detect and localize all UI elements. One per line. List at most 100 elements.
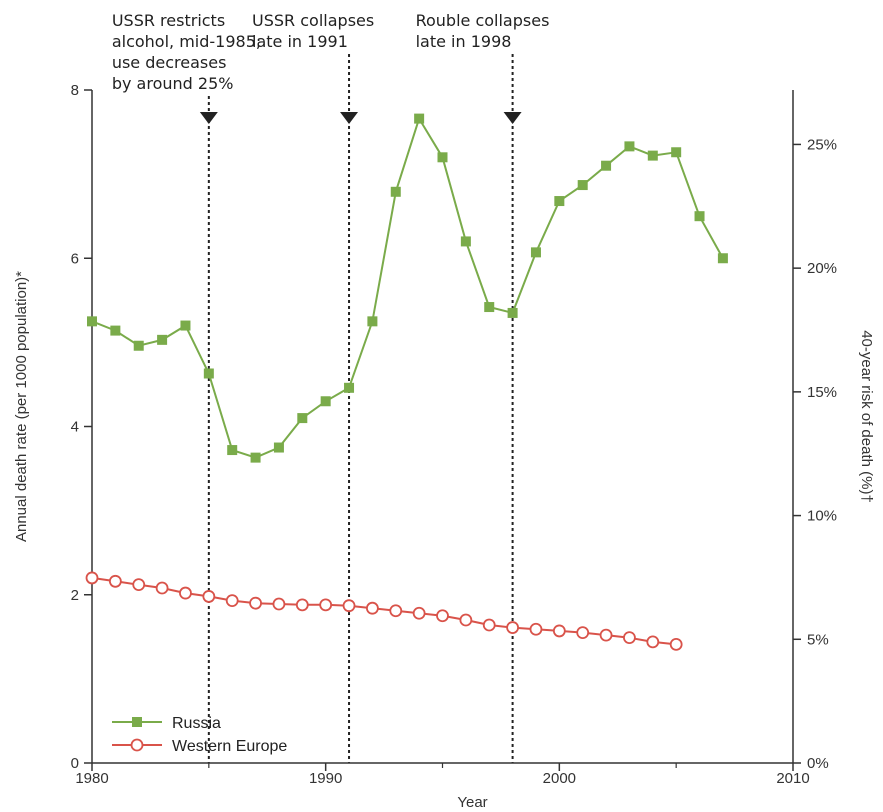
data-point: [484, 302, 495, 313]
annotation-line: by around 25%: [112, 74, 234, 93]
data-point: [342, 599, 356, 613]
y-axis-title: Annual death rate (per 1000 population)*: [13, 271, 30, 542]
data-point: [180, 320, 191, 331]
annotation-line: late in 1998: [416, 32, 512, 51]
y2-tick-label: 20%: [807, 260, 837, 277]
tick-marks: 0 2 4 6 8 0% 5% 10% 15% 20% 25% 1980 1990 2000 2010: [71, 82, 837, 787]
x-axis-title: Year: [457, 794, 487, 811]
annotations: USSR restricts alcohol, mid-1985; use decr…: [112, 11, 550, 763]
annotation-text: USSR collapses late in 1991: [252, 11, 374, 51]
x-tick-label: 1990: [309, 770, 342, 787]
data-point: [623, 631, 636, 645]
annotation-arrow-icon: [340, 112, 359, 124]
annotation-line: USSR collapses: [252, 11, 374, 30]
data-point: [227, 445, 238, 456]
data-point: [297, 413, 308, 424]
data-point: [647, 150, 658, 161]
data-point: [87, 316, 97, 327]
data-point: [365, 601, 379, 615]
x-tick-label: 2000: [543, 770, 576, 787]
legend-circle-icon: [130, 738, 144, 752]
axes: [91, 90, 794, 764]
data-point: [482, 618, 496, 632]
data-point: [272, 597, 286, 611]
data-point: [577, 180, 588, 191]
data-point: [390, 186, 401, 197]
data-point: [344, 382, 355, 393]
data-point: [225, 594, 239, 608]
data-point: [414, 113, 425, 124]
y-tick-label: 8: [71, 82, 79, 99]
series-russia: [87, 113, 728, 463]
data-point: [319, 598, 333, 612]
legend: Russia Western Europe: [112, 715, 287, 755]
data-point: [530, 247, 541, 258]
data-point: [179, 586, 192, 600]
data-point: [646, 635, 660, 649]
legend-label: Russia: [172, 715, 221, 732]
legend-square-icon: [132, 717, 142, 727]
data-point: [624, 141, 635, 152]
x-tick-label: 2010: [776, 770, 809, 787]
legend-item: Russia: [112, 715, 221, 732]
data-point: [132, 578, 146, 592]
data-point: [133, 340, 144, 351]
data-point: [295, 598, 309, 612]
y2-tick-label: 5%: [807, 631, 829, 648]
data-point: [412, 606, 426, 620]
data-point: [320, 396, 331, 407]
data-point: [202, 590, 216, 603]
data-point: [110, 325, 121, 336]
data-point: [529, 622, 543, 636]
y-tick-label: 4: [71, 419, 79, 436]
series-western-europe: [85, 571, 683, 651]
annotation-line: USSR restricts: [112, 11, 225, 30]
data-point: [249, 596, 262, 610]
annotation-arrow-icon: [199, 112, 218, 124]
y-tick-label: 0: [71, 755, 79, 772]
data-point: [459, 613, 473, 627]
annotation-text: USSR restricts alcohol, mid-1985; use decr…: [112, 11, 261, 93]
data-point: [157, 334, 168, 345]
data-point: [552, 624, 566, 638]
y2-axis-title: 40-year risk of death (%)†: [858, 330, 875, 503]
series: [85, 113, 728, 651]
x-tick-label: 1980: [75, 770, 108, 787]
data-point: [437, 152, 448, 163]
data-point: [203, 368, 214, 379]
y2-tick-label: 25%: [807, 136, 837, 153]
legend-item: Western Europe: [112, 738, 287, 755]
data-point: [250, 452, 261, 463]
data-point: [507, 307, 518, 318]
data-point: [436, 609, 449, 623]
data-point: [694, 211, 705, 222]
data-point: [85, 571, 99, 585]
data-point: [671, 147, 682, 158]
annotation-line: alcohol, mid-1985;: [112, 32, 261, 51]
data-point: [576, 626, 590, 640]
data-point: [389, 604, 403, 618]
data-point: [367, 316, 378, 327]
annotation-line: Rouble collapses: [416, 11, 550, 30]
legend-label: Western Europe: [172, 738, 287, 755]
data-point: [599, 628, 613, 642]
y-tick-label: 6: [71, 250, 79, 267]
y2-tick-label: 0%: [807, 755, 829, 772]
data-point: [108, 574, 122, 588]
data-point: [554, 196, 565, 207]
annotation-line: use decreases: [112, 53, 227, 72]
data-point: [155, 581, 169, 595]
data-point: [273, 442, 284, 453]
data-point: [601, 160, 612, 171]
annotation-arrow-icon: [503, 112, 522, 124]
y-tick-label: 2: [71, 587, 79, 604]
annotation-line: late in 1991: [252, 32, 348, 51]
data-point: [460, 236, 471, 247]
y2-tick-label: 10%: [807, 508, 837, 525]
data-point: [717, 253, 728, 264]
data-point: [506, 621, 519, 634]
data-point: [669, 637, 683, 651]
y2-tick-label: 15%: [807, 384, 837, 401]
annotation-text: Rouble collapses late in 1998: [416, 11, 550, 51]
